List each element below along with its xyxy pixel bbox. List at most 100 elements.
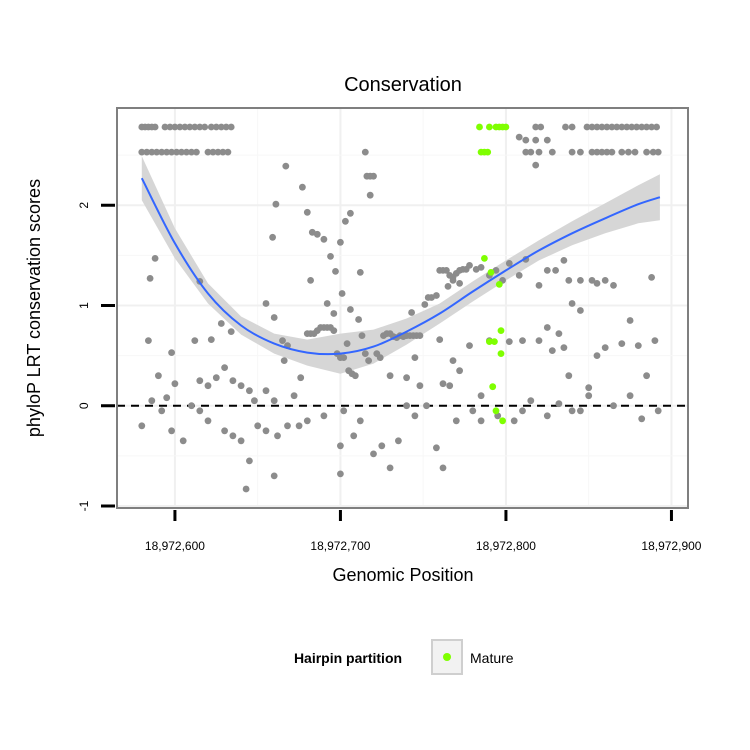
point-196	[585, 384, 593, 392]
point-49	[628, 123, 636, 131]
point-194	[568, 300, 576, 307]
x-tick-label-2: 18,972,800	[476, 539, 536, 553]
point-267	[638, 415, 646, 423]
point-137	[376, 354, 384, 361]
mature-point-13	[486, 338, 493, 345]
point-157	[456, 280, 463, 287]
point-183	[593, 280, 601, 287]
point-230	[237, 437, 245, 445]
point-237	[295, 422, 303, 430]
point-253	[452, 417, 460, 425]
point-98	[338, 290, 346, 297]
point-20	[143, 148, 151, 156]
y-tick-label-0: -1	[77, 500, 91, 511]
mature-point-12	[497, 327, 505, 334]
point-174	[515, 272, 523, 279]
point-193	[565, 372, 573, 380]
point-109	[227, 328, 235, 335]
point-102	[151, 255, 159, 262]
point-96	[323, 300, 331, 307]
point-232	[254, 422, 262, 430]
point-182	[588, 277, 596, 284]
point-211	[204, 382, 212, 390]
point-239	[320, 412, 328, 420]
point-205	[648, 274, 655, 281]
point-223	[158, 407, 166, 415]
point-150	[408, 309, 415, 316]
point-210	[196, 377, 204, 385]
point-255	[477, 417, 485, 425]
point-107	[207, 336, 215, 343]
point-242	[350, 432, 358, 440]
mature-point-16	[489, 383, 497, 391]
point-187	[519, 337, 526, 344]
point-22	[153, 148, 161, 156]
point-186	[505, 338, 513, 345]
mature-point-14	[491, 338, 498, 345]
point-176	[535, 282, 543, 289]
point-233	[262, 427, 270, 435]
point-16	[217, 123, 225, 131]
point-252	[439, 464, 447, 472]
point-80	[370, 172, 377, 180]
point-8	[176, 123, 184, 131]
point-86	[313, 230, 321, 238]
point-246	[386, 464, 394, 472]
point-244	[370, 450, 377, 458]
point-229	[229, 432, 237, 440]
point-35	[224, 148, 232, 156]
point-9	[181, 123, 189, 131]
point-10	[186, 123, 194, 131]
point-262	[568, 407, 576, 415]
legend-label-mature: Mature	[470, 650, 514, 666]
point-215	[237, 382, 245, 390]
mature-point-5	[502, 123, 510, 131]
point-23	[158, 148, 166, 156]
point-195	[577, 307, 584, 314]
mature-point-1	[486, 123, 493, 131]
point-236	[284, 422, 291, 430]
point-238	[303, 417, 311, 425]
point-235	[274, 432, 281, 440]
point-30	[193, 148, 200, 156]
point-40	[583, 123, 591, 131]
point-134	[361, 350, 369, 357]
mature-point-18	[499, 417, 506, 425]
point-58	[543, 136, 551, 144]
point-33	[214, 148, 222, 156]
point-112	[279, 337, 286, 344]
point-29	[188, 148, 195, 156]
point-7	[171, 123, 179, 131]
point-268	[242, 485, 250, 493]
plot-panel	[117, 108, 688, 508]
point-108	[217, 320, 225, 327]
point-227	[204, 417, 212, 425]
point-27	[178, 148, 185, 156]
point-274	[477, 392, 485, 400]
point-89	[332, 268, 339, 275]
point-74	[649, 148, 657, 156]
point-59	[522, 148, 530, 156]
point-259	[527, 397, 535, 405]
point-95	[307, 277, 314, 284]
point-45	[608, 123, 616, 131]
point-264	[585, 392, 593, 400]
point-173	[505, 260, 513, 267]
point-222	[148, 397, 156, 405]
point-181	[577, 277, 584, 284]
point-88	[327, 253, 334, 260]
point-70	[618, 148, 626, 156]
point-269	[337, 470, 344, 478]
point-24	[163, 148, 171, 156]
point-228	[221, 427, 229, 435]
point-270	[436, 336, 444, 343]
axes: 18,972,600 18,972,700 18,972,800 18,972,900…	[77, 202, 702, 553]
point-53	[648, 123, 655, 131]
point-261	[555, 400, 563, 408]
legend: Hairpin partition Mature	[294, 639, 514, 675]
point-178	[552, 267, 559, 274]
smooth-fit-line	[140, 177, 661, 356]
point-245	[378, 442, 386, 450]
point-201	[634, 342, 642, 349]
point-206	[155, 372, 162, 380]
